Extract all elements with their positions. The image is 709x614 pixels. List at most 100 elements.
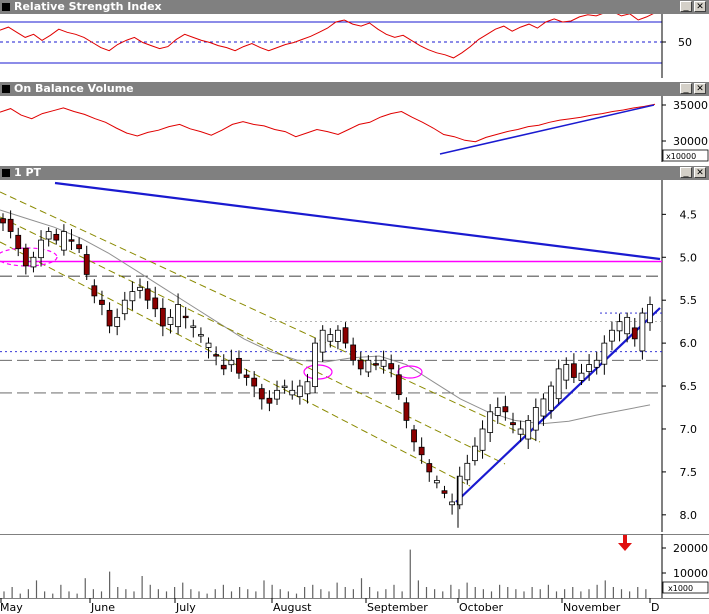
obv-pane-title: On Balance Volume: [14, 82, 134, 95]
candlestick: [152, 286, 159, 318]
candlestick: [388, 354, 395, 378]
candlestick: [555, 359, 562, 405]
rsi-pane-title: Relative Strength Index: [14, 0, 162, 13]
candlestick: [357, 351, 364, 376]
candlestick: [289, 380, 296, 400]
candlesticks: [0, 210, 653, 528]
price-pane: 8.0 7.5 7.0 6.5 6.0 5.5 5.0 4.5: [0, 180, 698, 532]
candlestick: [335, 325, 341, 350]
candlestick: [175, 293, 181, 335]
price-tick-label: 4.5: [680, 208, 698, 221]
obv-trendline: [439, 104, 655, 155]
volume-multiplier-box: [662, 581, 709, 594]
candlestick: [236, 350, 242, 379]
candlestick: [517, 420, 524, 442]
candlestick: [190, 319, 197, 338]
candlestick: [266, 390, 273, 412]
candlestick: [99, 290, 105, 316]
candlestick: [350, 337, 357, 366]
x-axis: May June July August September October Novembe…: [0, 598, 709, 614]
candlestick: [441, 485, 448, 499]
down-channel: [0, 191, 541, 487]
candlestick: [53, 228, 60, 245]
candlestick: [281, 379, 288, 394]
volume-bars: [3, 549, 647, 598]
price-tick-label: 7.5: [680, 466, 698, 479]
month-label: November: [563, 601, 621, 614]
candlestick: [639, 307, 646, 360]
obv-tick-30000: 30000: [673, 135, 708, 148]
price-tick-label: 5.0: [680, 251, 698, 264]
uptrend-line: [455, 307, 661, 503]
candlestick: [494, 397, 501, 424]
candlestick: [327, 328, 334, 348]
candlestick: [418, 437, 425, 464]
minimize-icon[interactable]: _: [680, 83, 692, 94]
horizontal-levels: [0, 260, 662, 394]
channel-lower-line: [0, 241, 471, 487]
candlestick: [274, 380, 280, 405]
price-pane-title: 1 PT: [14, 166, 42, 179]
candlestick: [570, 353, 577, 384]
obv-tick-35000: 35000: [673, 99, 708, 112]
candlestick: [205, 337, 212, 359]
candlestick: [38, 230, 44, 267]
volume-pane: 20000 10000 x1000: [0, 534, 709, 598]
candlestick: [15, 227, 22, 257]
candlestick: [593, 351, 600, 375]
minimize-icon[interactable]: _: [680, 1, 692, 12]
moving-average-line: [0, 209, 651, 425]
close-icon[interactable]: ✕: [694, 1, 706, 12]
candlestick: [228, 349, 235, 372]
downtrend-line: [54, 181, 661, 261]
candlestick: [532, 398, 539, 442]
candlestick: [464, 454, 471, 485]
price-tick-label: 6.5: [680, 380, 698, 393]
volume-multiplier: x1000: [668, 584, 693, 593]
obv-multiplier: x10000: [666, 152, 696, 161]
obv-multiplier-box: [662, 149, 709, 162]
candlestick: [296, 379, 303, 405]
month-label: D: [651, 601, 659, 614]
candlestick: [380, 350, 387, 374]
candlestick: [251, 371, 258, 398]
candlestick: [563, 357, 570, 390]
candlestick: [479, 420, 486, 459]
candlestick: [106, 302, 113, 334]
candlestick: [167, 309, 174, 334]
candlestick: [22, 243, 29, 275]
month-label: July: [175, 601, 196, 614]
candlestick: [7, 210, 14, 239]
rsi-pane-title-bar: Relative Strength Index _ ✕: [0, 0, 709, 14]
candlestick: [449, 493, 455, 515]
month-label: October: [459, 601, 503, 614]
price-tick-label: 8.0: [680, 509, 698, 522]
candlestick: [220, 354, 227, 376]
minimize-icon[interactable]: _: [680, 167, 692, 178]
highlight-ellipse: [397, 365, 423, 379]
obv-pane: 35000 30000 x10000: [0, 96, 709, 162]
candlestick: [411, 424, 417, 452]
close-icon[interactable]: ✕: [694, 167, 706, 178]
candlestick: [60, 224, 67, 256]
candlestick: [68, 229, 75, 251]
candlestick: [304, 373, 311, 404]
candlestick: [213, 346, 220, 366]
month-label: June: [90, 601, 115, 614]
candlestick: [312, 337, 318, 394]
candlestick: [601, 335, 608, 375]
volume-tick-20000: 20000: [673, 542, 708, 555]
candlestick: [510, 412, 516, 434]
price-axis: 8.0 7.5 7.0 6.5 6.0 5.5 5.0 4.5: [662, 208, 698, 522]
candlestick: [342, 322, 349, 349]
candlestick: [472, 437, 478, 466]
rsi-pane: 50: [0, 14, 692, 78]
candlestick: [631, 317, 638, 347]
candlestick: [525, 415, 532, 450]
price-tick-label: 5.5: [680, 294, 698, 307]
candlestick: [83, 245, 90, 280]
candlestick: [403, 397, 410, 429]
candlestick: [433, 475, 440, 489]
candlestick: [76, 237, 83, 254]
close-icon[interactable]: ✕: [694, 83, 706, 94]
